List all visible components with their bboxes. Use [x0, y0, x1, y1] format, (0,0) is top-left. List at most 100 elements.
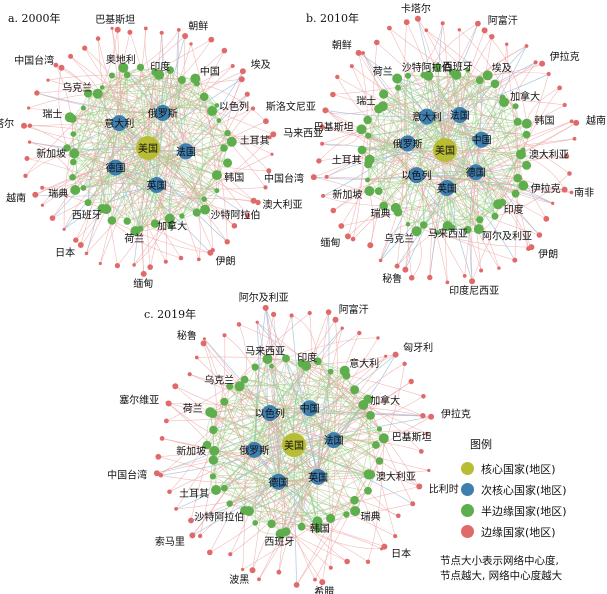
network-edge [269, 413, 316, 580]
network-edge [115, 28, 147, 168]
node-subcore [325, 432, 342, 449]
network-node [328, 565, 333, 570]
network-node [202, 440, 212, 450]
network-edge [407, 61, 536, 144]
network-edge [52, 122, 120, 219]
node-subcore [270, 473, 287, 490]
network-node [194, 355, 199, 360]
network-edge [322, 126, 476, 173]
node-label: 波黑 [229, 573, 249, 586]
network-node [34, 90, 40, 96]
network-edge [278, 470, 429, 483]
node-label: 印度 [150, 60, 170, 73]
network-node [244, 91, 250, 97]
network-edge [204, 338, 319, 478]
network-edge [487, 71, 549, 76]
node-label: 希腊 [314, 585, 334, 594]
network-edge [86, 208, 107, 254]
node-label: 沙特阿拉伯 [402, 61, 452, 74]
network-edge [102, 78, 242, 88]
legend-core-label: 核心国家(地区) [481, 462, 556, 476]
node-label: 缅甸 [320, 236, 340, 249]
node-layer [21, 26, 277, 277]
node-periph [58, 64, 65, 71]
network-node [489, 34, 495, 40]
node-label: 土耳其 [179, 487, 209, 500]
network-edge [333, 114, 460, 211]
network-node [410, 501, 416, 507]
network-node [321, 193, 326, 198]
node-subcore [261, 405, 278, 422]
node-label: 美国 [284, 439, 304, 452]
network-edge [380, 187, 448, 261]
network-node [491, 212, 499, 220]
network-edge [475, 80, 482, 173]
network-edge [269, 412, 432, 417]
network-edge [127, 213, 183, 222]
network-edge [192, 449, 255, 536]
network-node [543, 215, 550, 222]
network-node [240, 375, 249, 384]
network-edge [378, 70, 468, 192]
network-edge [252, 444, 295, 571]
network-edge [444, 149, 567, 157]
network-edge [271, 523, 382, 550]
node-label: 以色列 [219, 100, 249, 113]
network-node [231, 223, 238, 229]
network-node [107, 216, 117, 225]
network-edge [293, 312, 312, 446]
network-edge [416, 174, 540, 236]
node-semi [262, 354, 273, 364]
network-node [95, 36, 101, 41]
network-node [155, 453, 162, 460]
network-edge [278, 481, 399, 517]
network-node [349, 64, 354, 69]
network-edge [25, 74, 128, 176]
network-edge [209, 365, 307, 553]
node-label: 荷兰 [124, 232, 144, 245]
legend-item-periph: 边缘国家(地区) [440, 521, 605, 542]
network-edge [326, 110, 448, 189]
node-label: 伊拉克 [550, 50, 580, 63]
node-semi [482, 70, 493, 81]
node-label: 英国 [308, 471, 328, 484]
node-label: 德国 [268, 476, 288, 489]
network-node [384, 354, 388, 358]
network-edge [291, 315, 319, 362]
legend-periph-swatch [461, 525, 474, 538]
node-label: 以色列 [402, 169, 432, 182]
node-periph [262, 304, 269, 311]
network-edge [293, 355, 386, 446]
network-edge [301, 363, 356, 512]
network-edge [119, 123, 128, 222]
network-node [241, 567, 245, 572]
network-edge [189, 373, 310, 409]
network-node [99, 85, 105, 90]
network-edge [254, 449, 331, 519]
network-edge [106, 198, 254, 210]
network-node [408, 275, 415, 281]
network-edge [407, 75, 424, 226]
node-label: 伊朗 [538, 249, 558, 261]
network-node [189, 42, 193, 46]
network-edge [358, 52, 448, 189]
network-edge [269, 314, 277, 414]
network-edge [333, 439, 422, 452]
network-node [263, 118, 269, 125]
network-edge [215, 438, 384, 491]
network-edge [367, 121, 572, 181]
node-semi [70, 185, 81, 195]
network-edge [368, 138, 575, 165]
network-edge [426, 45, 527, 117]
network-edge [278, 439, 334, 573]
node-label: 加拿大 [157, 219, 187, 232]
network-edge [127, 190, 217, 222]
network-node [340, 326, 344, 330]
network-edge [86, 151, 187, 254]
node-label: 美国 [435, 144, 455, 157]
network-node [313, 577, 317, 582]
network-edge [133, 218, 171, 266]
network-node [289, 313, 294, 318]
network-edge [407, 83, 496, 144]
node-semi [118, 62, 129, 73]
